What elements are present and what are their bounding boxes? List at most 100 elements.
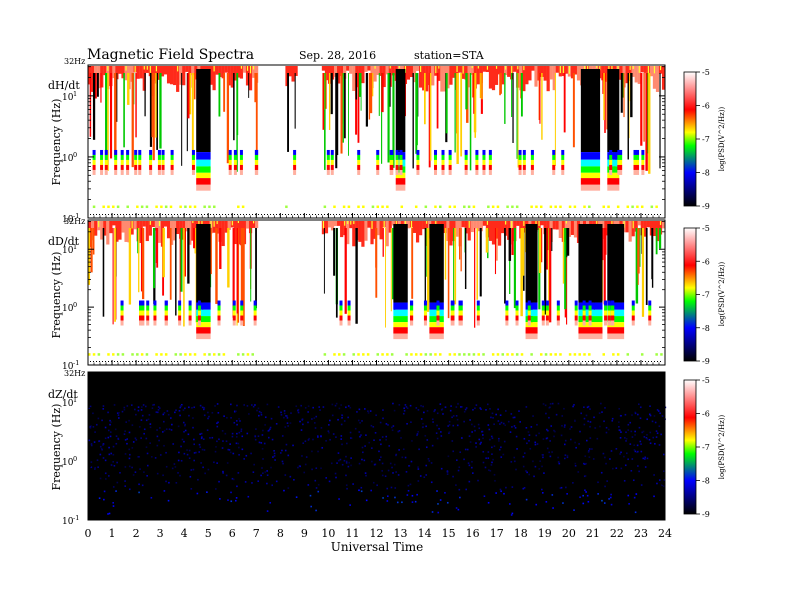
spectrum-streak xyxy=(378,73,380,116)
baseline-dot xyxy=(621,214,622,215)
noise-speckle xyxy=(132,474,135,476)
noise-speckle xyxy=(461,406,463,408)
noise-speckle xyxy=(610,450,613,452)
noise-speckle xyxy=(425,464,428,467)
spectrum-streak xyxy=(375,228,378,268)
noise-speckle xyxy=(563,457,566,460)
noise-speckle xyxy=(225,440,228,443)
ladder-segment xyxy=(436,320,440,326)
noise-speckle xyxy=(184,407,186,410)
spectrum-top-band xyxy=(511,66,513,74)
low-freq-dot xyxy=(112,205,115,209)
noise-speckle xyxy=(636,451,638,454)
spectrum-streak xyxy=(564,228,567,310)
baseline-dot xyxy=(450,361,451,362)
spectrum-top-band xyxy=(179,66,183,85)
noise-speckle xyxy=(141,414,144,417)
low-freq-dot xyxy=(650,205,654,209)
x-tick-label: 18 xyxy=(514,527,528,540)
noise-speckle xyxy=(419,475,422,477)
noise-speckle xyxy=(408,465,410,467)
noise-speckle xyxy=(305,456,308,458)
noise-speckle xyxy=(446,473,449,475)
spectrum-top-band xyxy=(473,221,477,229)
noise-speckle xyxy=(341,416,343,419)
noise-speckle xyxy=(439,499,442,501)
noise-speckle xyxy=(639,417,642,420)
ladder-segment xyxy=(138,154,142,160)
ladder-segment xyxy=(126,164,130,170)
ladder-segment xyxy=(161,169,165,175)
ladder-segment xyxy=(347,305,351,311)
noise-speckle xyxy=(349,406,352,409)
low-freq-dot xyxy=(203,353,206,356)
noise-speckle xyxy=(569,438,572,441)
noise-speckle xyxy=(145,446,148,448)
ladder-segment xyxy=(395,159,399,165)
x-tick-label: 7 xyxy=(253,527,260,540)
baseline-dot xyxy=(585,214,586,215)
ladder-segment xyxy=(149,169,153,175)
baseline-dot xyxy=(267,361,268,362)
baseline-dot xyxy=(273,214,274,215)
noise-speckle xyxy=(653,495,655,498)
noise-speckle xyxy=(495,413,497,416)
spectrum-top-band xyxy=(215,221,219,234)
spectrum-top-band xyxy=(659,221,662,226)
spectrum-streak xyxy=(469,73,472,171)
spectrum-top-band xyxy=(449,221,453,246)
x-tick-label: 1 xyxy=(109,527,116,540)
activity-band xyxy=(607,309,625,317)
spectrum-top-band xyxy=(440,66,444,92)
x-tick-label: 3 xyxy=(157,527,164,540)
ladder-segment xyxy=(475,154,479,160)
baseline-dot xyxy=(582,361,583,362)
baseline-dot xyxy=(627,214,628,215)
baseline-dot xyxy=(450,214,451,215)
baseline-dot xyxy=(636,214,637,215)
noise-speckle xyxy=(130,404,133,406)
spectrum-top-band xyxy=(415,221,420,243)
spectrum-top-band xyxy=(406,66,411,80)
noise-speckle xyxy=(604,485,606,488)
noise-speckle xyxy=(98,440,101,442)
low-freq-dot xyxy=(126,205,129,209)
ladder-segment xyxy=(139,310,143,316)
baseline-dot xyxy=(561,214,562,215)
noise-speckle xyxy=(372,426,375,428)
ladder-segment xyxy=(527,315,531,321)
noise-speckle xyxy=(394,496,396,499)
baseline-dot xyxy=(486,214,487,215)
noise-speckle xyxy=(447,425,449,427)
noise-speckle xyxy=(141,406,143,408)
spectrum-top-band xyxy=(426,221,428,224)
low-freq-dot xyxy=(376,353,379,356)
noise-speckle xyxy=(236,432,238,435)
noise-speckle xyxy=(452,450,455,453)
spectrum-top-band xyxy=(188,221,192,245)
noise-speckle xyxy=(251,482,253,484)
colorbar-tick-label: -6 xyxy=(702,102,710,111)
noise-speckle xyxy=(410,421,412,423)
baseline-dot xyxy=(420,214,421,215)
spectrum-top-band xyxy=(112,221,116,226)
noise-speckle xyxy=(634,450,637,453)
spectrum-top-band xyxy=(361,66,365,84)
activity-band xyxy=(196,316,211,323)
noise-speckle xyxy=(529,447,532,450)
baseline-dot xyxy=(312,361,313,362)
baseline-dot xyxy=(462,214,463,215)
spectrum-streak xyxy=(328,73,331,130)
ladder-segment xyxy=(530,149,534,155)
spectrum-streak xyxy=(511,228,514,255)
baseline-dot xyxy=(399,214,400,215)
low-freq-dot xyxy=(612,353,615,356)
spectrum-streak xyxy=(412,73,414,169)
baseline-dot xyxy=(96,214,97,215)
ladder-segment xyxy=(395,154,399,160)
spectrum-streak xyxy=(630,73,633,118)
spectrum-top-band xyxy=(389,66,391,69)
noise-speckle xyxy=(124,439,127,441)
activity-block xyxy=(393,224,408,303)
noise-speckle xyxy=(586,406,589,409)
